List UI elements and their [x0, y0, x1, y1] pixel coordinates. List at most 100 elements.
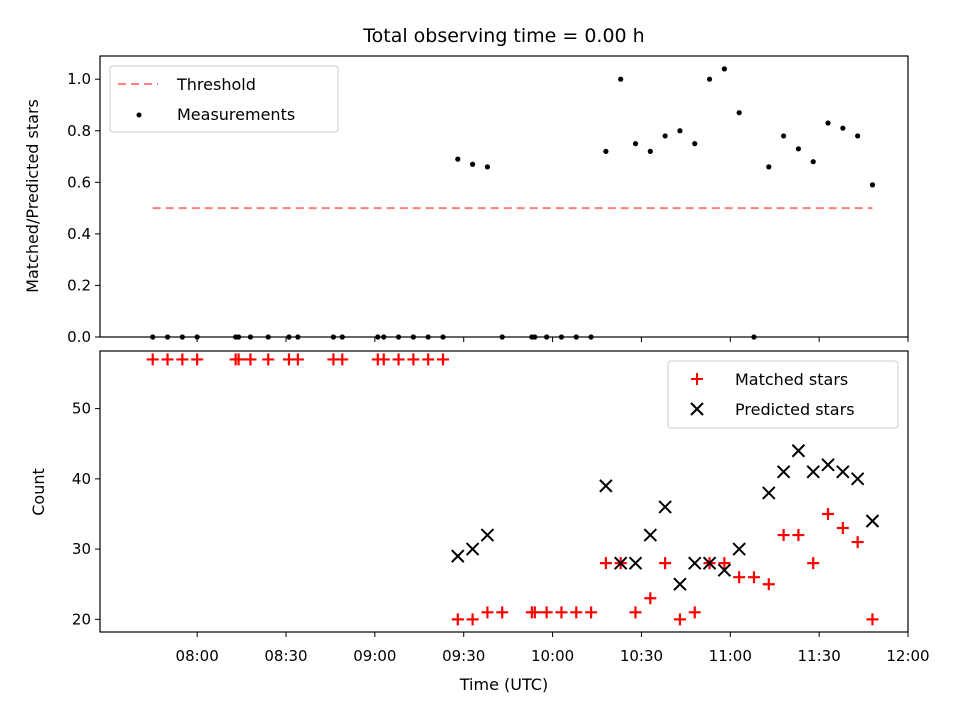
measurement-point-9	[295, 334, 301, 340]
measurement-point-36	[721, 66, 727, 72]
matched-point-37	[733, 571, 746, 584]
matched-point-20	[481, 606, 494, 619]
measurement-point-15	[410, 334, 416, 340]
measurement-point-5	[236, 334, 242, 340]
measurement-point-10	[330, 334, 336, 340]
legend-predicted-label: Predicted stars	[735, 400, 855, 419]
measurement-point-37	[736, 110, 742, 116]
x-tick-label-7: 11:30	[798, 647, 841, 665]
measurement-point-30	[632, 141, 639, 147]
matched-point-11	[336, 353, 349, 366]
predicted-point-0	[451, 549, 465, 563]
bottom-x-ticks: 08:00 08:30 09:00 09:30 10:00 10:30 11:00 11:30…	[176, 632, 930, 665]
top-y-tick-label-3: 0.6	[67, 173, 91, 191]
matched-point-43	[822, 507, 835, 520]
matched-point-24	[540, 606, 553, 619]
x-tick-label-0: 08:00	[176, 647, 219, 665]
matched-point-33	[673, 613, 686, 626]
measurement-point-23	[532, 334, 538, 340]
matched-point-28	[599, 557, 612, 570]
legend-matched-swatch	[691, 373, 703, 385]
measurement-point-27	[588, 334, 594, 340]
x-tick-label-8: 12:00	[886, 647, 929, 665]
bottom-y-tick-label-1: 30	[72, 540, 91, 558]
matched-point-9	[291, 353, 304, 366]
matched-point-30	[629, 606, 642, 619]
measurement-point-14	[395, 334, 402, 340]
measurement-point-46	[869, 182, 876, 188]
x-tick-label-2: 09:00	[353, 647, 396, 665]
measurement-point-35	[706, 76, 713, 82]
predicted-point-2	[480, 528, 495, 542]
matched-point-44	[836, 522, 849, 535]
measurement-point-12	[375, 334, 381, 340]
matched-point-31	[644, 592, 657, 605]
measurement-point-13	[381, 334, 387, 340]
measurement-point-42	[810, 159, 816, 165]
measurement-point-26	[573, 334, 579, 340]
matched-point-18	[451, 613, 464, 626]
measurement-point-32	[662, 133, 668, 139]
measurement-point-39	[766, 164, 772, 170]
matched-point-42	[807, 557, 820, 570]
bottom-y-ticks: 20 30 40 50	[72, 400, 100, 628]
predicted-point-20	[865, 514, 880, 528]
measurement-point-34	[692, 141, 698, 147]
measurement-point-28	[603, 148, 609, 154]
predicted-point-19	[850, 472, 865, 486]
measurement-point-0	[150, 334, 156, 340]
top-panel: 0.0 0.2 0.4 0.6 0.8 1.0 Matched/Predicted sta…	[23, 55, 909, 346]
measurement-point-33	[677, 128, 683, 134]
measurement-point-6	[247, 334, 254, 340]
measurement-point-17	[440, 334, 446, 340]
measurement-point-31	[647, 148, 653, 154]
matched-point-38	[747, 571, 760, 584]
measurement-point-19	[470, 161, 476, 167]
measurement-point-45	[855, 133, 861, 139]
predicted-point-11	[717, 563, 732, 577]
measurement-point-24	[544, 334, 550, 340]
predicted-point-8	[673, 577, 687, 591]
matched-point-15	[407, 353, 420, 366]
top-legend-box	[109, 65, 339, 133]
matched-point-7	[262, 353, 275, 366]
matched-point-6	[244, 353, 257, 366]
measurement-point-41	[795, 146, 802, 152]
bottom-y-axis-label: Count	[29, 468, 48, 516]
bottom-panel: 20 30 40 50 08:00 08:30 09:00 09:30 10:00 10:30 1…	[29, 350, 930, 694]
predicted-point-10	[702, 556, 717, 570]
predicted-point-4	[613, 556, 628, 570]
matched-point-27	[585, 606, 598, 619]
matched-point-0	[146, 353, 159, 366]
predicted-point-17	[821, 458, 835, 472]
top-legend: Threshold Measurements	[109, 65, 339, 133]
legend-threshold-label: Threshold	[176, 75, 256, 94]
matched-point-1	[161, 353, 174, 366]
measurement-point-1	[164, 334, 171, 340]
matched-point-2	[176, 353, 189, 366]
bottom-y-tick-label-2: 40	[72, 470, 91, 488]
x-tick-label-4: 10:00	[531, 647, 574, 665]
measurement-point-8	[286, 334, 292, 340]
predicted-point-15	[791, 444, 806, 458]
bottom-legend: Matched stars Predicted stars	[667, 360, 899, 429]
measurement-point-38	[751, 334, 757, 340]
top-y-tick-label-1: 0.2	[67, 276, 91, 294]
bottom-y-tick-label-3: 50	[72, 400, 91, 418]
top-y-ticks: 0.0 0.2 0.4 0.6 0.8 1.0	[67, 70, 100, 346]
predicted-point-13	[762, 486, 776, 500]
x-axis-label: Time (UTC)	[459, 675, 548, 694]
matched-point-17	[436, 353, 449, 366]
predicted-point-1	[465, 542, 480, 556]
legend-measurements-swatch	[136, 112, 142, 118]
matched-point-14	[392, 353, 405, 366]
matched-series	[146, 353, 879, 626]
matched-point-5	[232, 353, 245, 366]
matched-point-3	[191, 353, 204, 366]
matched-point-16	[422, 353, 435, 366]
measurement-point-25	[558, 334, 565, 340]
matched-point-19	[466, 613, 479, 626]
x-tick-label-1: 08:30	[264, 647, 307, 665]
predicted-point-16	[806, 465, 820, 479]
